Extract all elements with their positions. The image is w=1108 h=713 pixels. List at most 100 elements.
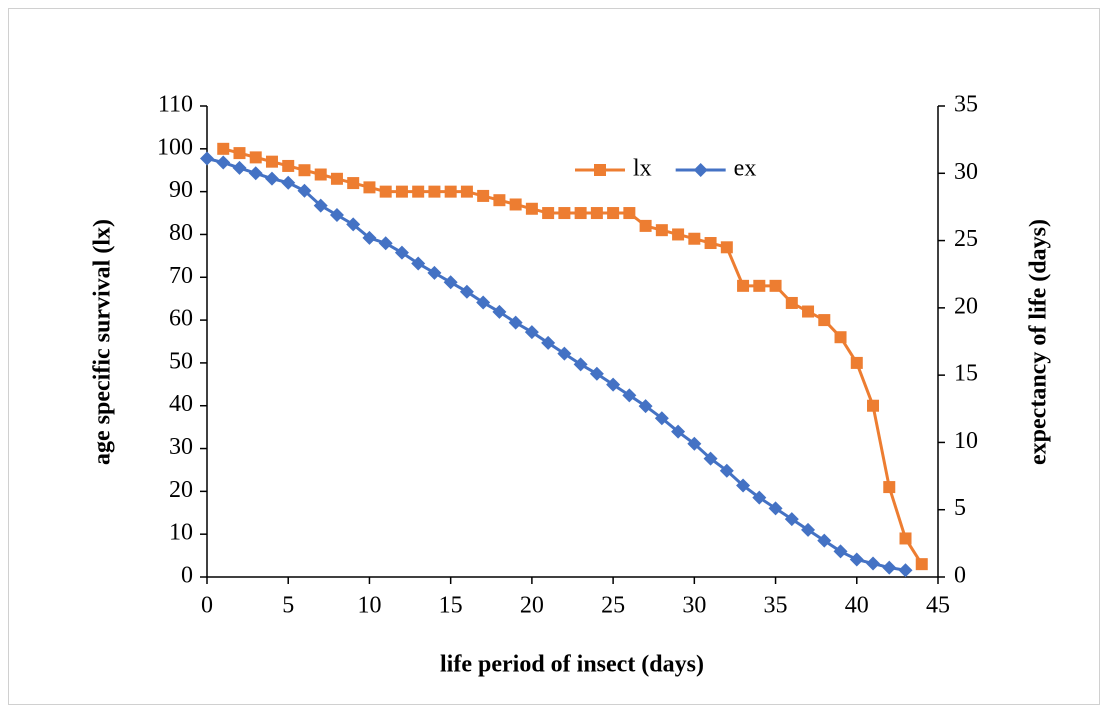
data-point	[509, 198, 522, 211]
data-point	[898, 563, 913, 578]
data-point	[849, 552, 864, 567]
data-point	[524, 325, 539, 340]
data-point	[378, 236, 393, 251]
data-point	[768, 501, 783, 516]
x-tick-label: 35	[764, 593, 788, 619]
data-point	[347, 177, 360, 190]
data-point	[412, 185, 425, 198]
data-point	[866, 556, 881, 571]
data-point	[590, 207, 603, 220]
y-axis-title: age specific survival (lx)	[90, 219, 116, 465]
data-point	[330, 172, 343, 185]
y-tick-label: 90	[169, 177, 193, 203]
data-point	[623, 207, 636, 220]
data-point	[264, 171, 279, 186]
data-point	[395, 185, 408, 198]
data-point	[362, 230, 377, 245]
data-point	[671, 424, 686, 439]
data-point	[314, 168, 327, 181]
y2-tick-label: 20	[954, 293, 978, 319]
x-tick-label: 25	[601, 593, 625, 619]
data-point	[687, 436, 702, 451]
data-point	[753, 279, 766, 292]
data-point	[541, 335, 556, 350]
x-tick-label: 5	[282, 593, 294, 619]
data-point	[411, 256, 426, 271]
data-point	[557, 346, 572, 361]
data-point	[492, 304, 507, 319]
data-point	[688, 232, 701, 245]
data-point	[233, 147, 246, 160]
y-tick-label: 50	[169, 348, 193, 374]
y2-tick-label: 0	[954, 563, 966, 589]
data-point	[558, 207, 571, 220]
y2-tick-label: 25	[954, 226, 978, 252]
data-point	[508, 315, 523, 330]
data-point	[638, 399, 653, 414]
data-point	[899, 532, 912, 545]
data-point	[200, 151, 214, 166]
data-point	[232, 160, 247, 175]
data-point	[329, 208, 344, 223]
y2-tick-label: 30	[954, 159, 978, 185]
y-tick-label: 110	[158, 92, 193, 118]
data-point	[833, 544, 848, 559]
data-point	[248, 166, 263, 181]
x-axis-title: life period of insect (days)	[440, 652, 704, 678]
data-point	[606, 377, 621, 392]
y2-tick-label: 15	[954, 361, 978, 387]
data-point	[737, 279, 750, 292]
y-tick-label: 80	[169, 220, 193, 246]
data-point	[477, 189, 490, 202]
data-point	[850, 356, 863, 369]
data-point	[883, 481, 896, 494]
legend-label: ex	[734, 156, 757, 182]
y2-axis-title: expectancy of life (days)	[1026, 219, 1052, 465]
data-point	[720, 241, 733, 254]
x-tick-label: 10	[357, 593, 381, 619]
data-point	[574, 207, 587, 220]
data-point	[784, 512, 799, 527]
data-point	[525, 202, 538, 215]
data-point	[281, 175, 296, 190]
data-point	[589, 366, 604, 381]
y-tick-label: 30	[169, 434, 193, 460]
data-point	[217, 142, 230, 155]
y2-tick-label: 5	[954, 495, 966, 521]
data-point	[801, 522, 816, 537]
data-point	[444, 185, 457, 198]
data-point	[346, 217, 361, 232]
data-point	[736, 478, 751, 493]
data-point	[542, 207, 555, 220]
data-point	[216, 155, 231, 170]
y-tick-label: 20	[169, 477, 193, 503]
data-point	[817, 533, 832, 548]
data-point	[607, 207, 620, 220]
data-point	[297, 183, 312, 198]
data-point	[654, 411, 669, 426]
data-point	[282, 159, 295, 172]
data-point	[834, 331, 847, 344]
x-tick-label: 30	[682, 593, 706, 619]
data-point	[249, 151, 262, 164]
data-point	[703, 451, 718, 466]
data-point	[493, 194, 506, 207]
x-tick-label: 20	[520, 593, 544, 619]
x-tick-label: 45	[926, 593, 950, 619]
data-point	[752, 490, 767, 505]
data-point	[573, 357, 588, 372]
y-tick-label: 60	[169, 306, 193, 332]
data-point	[769, 279, 782, 292]
data-point	[298, 164, 311, 177]
chart-frame	[8, 8, 1100, 705]
data-point	[867, 399, 880, 412]
y-tick-label: 10	[169, 520, 193, 546]
data-point	[394, 245, 409, 260]
data-point	[460, 185, 473, 198]
y-tick-label: 70	[169, 263, 193, 289]
data-point	[476, 295, 491, 310]
data-point	[882, 560, 897, 575]
data-point	[427, 265, 442, 280]
y2-tick-label: 10	[954, 428, 978, 454]
data-point	[443, 275, 458, 290]
